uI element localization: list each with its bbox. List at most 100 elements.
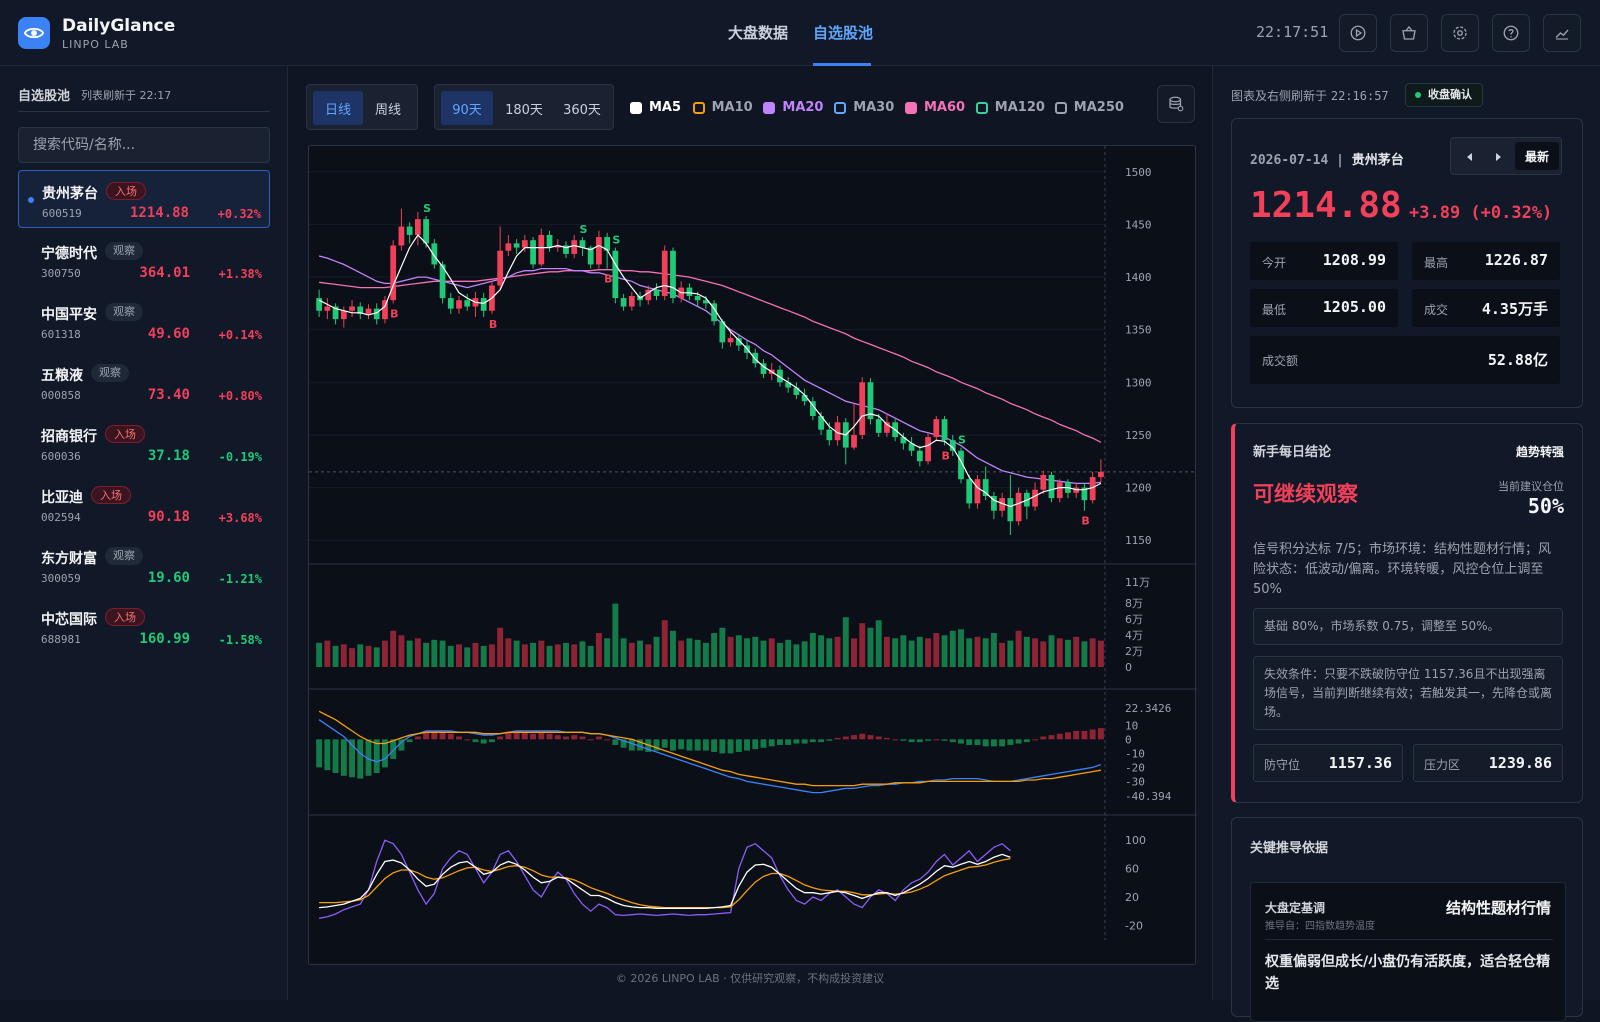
trend-line-icon — [1555, 29, 1569, 40]
next-day-button[interactable] — [1487, 146, 1509, 168]
stock-row[interactable]: 比亚迪 入场 002594 90.18 +3.68% — [18, 475, 270, 533]
volume-bar — [497, 627, 504, 667]
volume-bar — [620, 638, 627, 667]
legend-ma60[interactable]: MA60 — [905, 100, 965, 115]
range-180-button[interactable]: 180天 — [505, 102, 543, 118]
volume-bar — [958, 629, 964, 667]
pressure-level: 压力区 1239.86 — [1413, 744, 1563, 782]
candle-body — [497, 250, 504, 286]
data-source-button[interactable] — [1157, 85, 1195, 123]
stock-code: 688981 — [41, 633, 81, 646]
candle-body — [1098, 471, 1104, 478]
stock-price: 73.40 — [147, 387, 190, 403]
volume-bar — [776, 642, 783, 667]
search-input[interactable] — [18, 127, 270, 163]
stock-row[interactable]: 东方财富 观察 300059 19.60 -1.21% — [18, 536, 270, 594]
legend-ma10[interactable]: MA10 — [692, 100, 753, 115]
stock-row[interactable]: 中国平安 观察 601318 49.60 +0.14% — [18, 292, 270, 350]
stock-price: 49.60 — [147, 326, 190, 342]
macd-histogram-bar — [941, 739, 948, 741]
macd-histogram-bar — [332, 739, 339, 774]
daily-conclusion-card: 新手每日结论 趋势转强 可继续观察 当前建议仓位 50% 信号积分达标 7/5；… — [1231, 423, 1583, 803]
legend-ma250[interactable]: MA250 — [1054, 100, 1124, 115]
stock-row[interactable]: 中芯国际 入场 688981 160.99 -1.58% — [18, 597, 270, 655]
basis-key: 大盘定基调 — [1265, 901, 1326, 915]
trend-button[interactable] — [1543, 14, 1581, 52]
volume-tick-label: 6万 — [1125, 613, 1143, 626]
basket-button[interactable] — [1390, 14, 1428, 52]
kline-chart[interactable]: 1500 1450 1400 1350 1300 1250 1200 1150 B S B S B S S B… — [308, 145, 1197, 965]
conclusion-verdict: 可继续观察 — [1253, 482, 1358, 506]
period-daily-button[interactable]: 日线 — [313, 91, 363, 125]
volume-bar — [999, 642, 1006, 667]
legend-ma30[interactable]: MA30 — [834, 100, 894, 115]
stock-status-badge: 观察 — [105, 547, 143, 565]
price-tick-label: 1350 — [1125, 324, 1152, 337]
legend-ma5[interactable]: MA5 — [630, 100, 681, 115]
candle-body — [777, 369, 783, 383]
candle-body — [439, 264, 446, 299]
play-icon — [1350, 25, 1366, 41]
buy-signal-marker: B — [489, 318, 497, 331]
latest-button[interactable]: 最新 — [1515, 142, 1559, 170]
macd-histogram-bar — [670, 739, 676, 751]
candle-body — [933, 419, 940, 438]
macd-histogram-bar — [637, 739, 644, 751]
legend-ma20[interactable]: MA20 — [763, 100, 823, 115]
stock-name: 比亚迪 — [41, 490, 83, 506]
candle-body — [316, 298, 322, 311]
candle-body — [423, 219, 429, 244]
legend-ma120[interactable]: MA120 — [975, 100, 1045, 115]
kdj-tick-label: 100 — [1125, 834, 1146, 847]
volume-bar — [768, 638, 775, 667]
stock-row[interactable]: 贵州茅台 入场 600519 1214.88 +0.32% — [18, 170, 270, 228]
volume-bar — [785, 639, 792, 667]
macd-tick-label: -10 — [1125, 747, 1145, 760]
candle-body — [1048, 474, 1055, 499]
settings-button[interactable] — [1441, 14, 1479, 52]
tab-watchlist[interactable]: 自选股池 — [813, 24, 874, 42]
chart-footer: © 2026 LINPO LAB · 仅供研究观察，不构成投资建议 — [615, 972, 885, 985]
macd-histogram-bar — [513, 730, 520, 740]
macd-histogram-bar — [464, 739, 471, 741]
macd-histogram-bar — [809, 739, 816, 743]
stock-row[interactable]: 五粮液 观察 000858 73.40 +0.80% — [18, 353, 270, 411]
macd-histogram-bar — [439, 732, 446, 740]
macd-histogram-bar — [694, 739, 701, 751]
macd-histogram-bar — [497, 736, 504, 740]
tab-market-data[interactable]: 大盘数据 — [728, 24, 789, 42]
macd-tick-label: 10 — [1125, 719, 1138, 732]
stock-code: 300750 — [41, 267, 81, 280]
stock-row[interactable]: 招商银行 入场 600036 37.18 -0.19% — [18, 414, 270, 472]
volume-bar — [464, 647, 471, 667]
quote-date: 2026-07-14 — [1250, 153, 1329, 168]
help-button[interactable] — [1492, 14, 1530, 52]
divider — [1265, 939, 1553, 940]
candle-body — [390, 245, 397, 301]
stock-row[interactable]: 宁德时代 观察 300750 364.01 +1.38% — [18, 231, 270, 289]
candle-body — [851, 434, 857, 448]
candle-body — [949, 440, 956, 451]
quote-separator: | — [1336, 153, 1344, 168]
period-weekly-button[interactable]: 周线 — [374, 102, 401, 118]
volume-bar — [1023, 636, 1030, 667]
stock-name: 贵州茅台 — [42, 186, 98, 202]
stock-change-pct: +1.38% — [218, 267, 262, 281]
volume-bar — [488, 644, 495, 667]
turnover-field: 成交额 52.88亿 — [1250, 336, 1560, 384]
range-90-button[interactable]: 90天 — [441, 91, 493, 125]
macd-histogram-bar — [1097, 728, 1104, 740]
volume-bar — [332, 645, 339, 667]
range-360-button[interactable]: 360天 — [563, 102, 601, 118]
defense-value: 1157.36 — [1328, 754, 1392, 772]
volume-bar — [990, 633, 997, 667]
legend-swatch — [630, 101, 642, 114]
stock-code: 600519 — [42, 207, 82, 220]
macd-histogram-bar — [661, 739, 668, 748]
candle-body — [431, 243, 438, 265]
play-button[interactable] — [1339, 14, 1377, 52]
prev-day-button[interactable] — [1459, 146, 1481, 168]
volume-bar — [818, 635, 825, 667]
stock-code: 601318 — [41, 328, 81, 341]
chart-panel: 日线 周线 90天 180天 360天 MA5 MA10 MA20 MA30 MA60 M… — [288, 66, 1212, 1000]
